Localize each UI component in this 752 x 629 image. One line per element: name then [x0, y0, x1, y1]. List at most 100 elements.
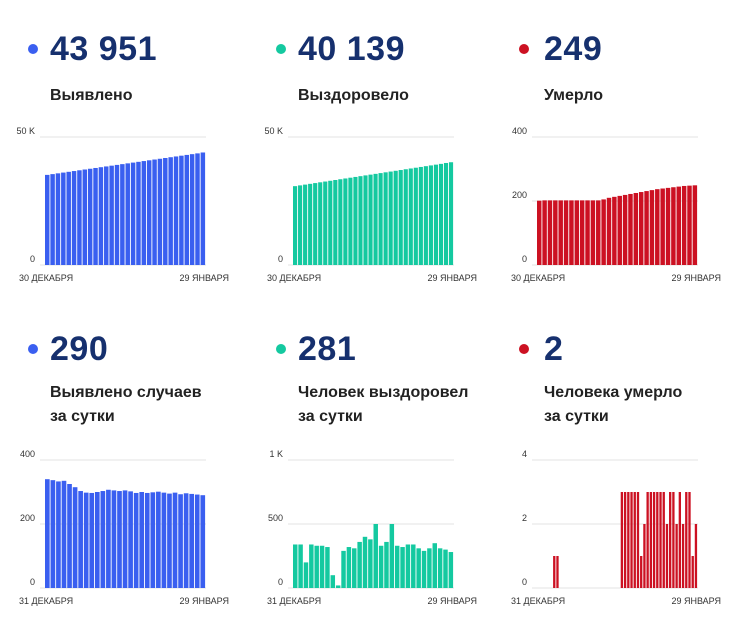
bar [61, 172, 66, 265]
bar [330, 575, 336, 588]
bar [383, 172, 388, 265]
y-tick-label: 0 [522, 577, 527, 587]
bar [553, 556, 556, 588]
bar [627, 492, 630, 588]
bar [45, 479, 50, 588]
bar [93, 167, 98, 265]
y-tick-label: 0 [278, 254, 283, 264]
bar [408, 168, 413, 265]
bar [308, 183, 313, 265]
bar [298, 185, 303, 265]
bar [678, 492, 681, 588]
bar [358, 176, 363, 265]
bar [688, 492, 691, 588]
daily-recovered-label: Человек выздоровел за сутки [298, 381, 468, 429]
bar [437, 548, 443, 588]
bar [612, 196, 617, 265]
daily-recovered-chart: 0 500 1 K 31 ДЕКАБРЯ 29 ЯНВАРЯ [267, 449, 477, 606]
bar [606, 197, 612, 265]
label-line: Человека умерло [544, 384, 683, 401]
total-confirmed-chart: 0 50 K 30 ДЕКАБРЯ 29 ЯНВАРЯ [16, 126, 229, 283]
y-tick-label: 0 [30, 577, 35, 587]
bar [553, 200, 558, 265]
bar [620, 492, 624, 588]
bar [352, 548, 357, 588]
label-line: за сутки [298, 408, 363, 425]
bar [685, 492, 688, 588]
bar [333, 180, 338, 265]
total-deaths-number: 249 [544, 30, 603, 68]
bar [443, 549, 448, 588]
bar [139, 492, 145, 588]
bar [343, 178, 348, 265]
y-tick-label: 400 [20, 449, 35, 459]
bar [596, 200, 601, 265]
bar [50, 174, 55, 265]
bar [640, 556, 643, 588]
bar [388, 171, 393, 265]
bar [146, 160, 152, 265]
panel-total-recovered: 40 139 Выздоровело 0 50 K 30 ДЕКАБРЯ 29 ЯНВ… [248, 0, 488, 300]
bar [67, 484, 72, 588]
bar [633, 193, 639, 265]
total-recovered-number: 40 139 [298, 30, 405, 68]
x-start-label: 31 ДЕКАБРЯ [267, 596, 321, 606]
bar [384, 541, 389, 588]
bar [323, 181, 328, 265]
bar [574, 200, 580, 265]
bar [335, 585, 341, 588]
bar [357, 541, 362, 588]
deaths-legend-dot [519, 44, 529, 54]
bar [643, 524, 646, 588]
daily-confirmed-number: 290 [50, 330, 109, 368]
bar [601, 199, 606, 265]
bar [373, 173, 378, 265]
bar [319, 545, 325, 588]
bar [156, 491, 161, 588]
bar [405, 544, 411, 588]
bar [56, 481, 61, 588]
bar [418, 166, 423, 265]
bar [394, 545, 400, 588]
total-confirmed-number: 43 951 [50, 30, 157, 68]
bar [109, 165, 114, 265]
bar [672, 492, 675, 588]
bar [537, 200, 542, 265]
bar [400, 547, 405, 588]
bar [649, 190, 655, 265]
bar [403, 169, 408, 265]
bar [636, 492, 640, 588]
x-start-label: 30 ДЕКАБРЯ [267, 273, 321, 283]
bar [161, 492, 167, 588]
panel-daily-recovered: 281 Человек выздоровел за сутки 0 500 1 K 3… [248, 318, 488, 618]
bar [328, 180, 333, 265]
bar [433, 164, 439, 265]
y-tick-label: 200 [20, 513, 35, 523]
bar [660, 188, 665, 265]
bar [659, 492, 662, 588]
bar [293, 544, 298, 588]
bar [649, 492, 653, 588]
bar [427, 548, 432, 588]
bar [652, 492, 656, 588]
bar [189, 154, 195, 265]
bar [325, 547, 330, 588]
bar [45, 174, 50, 265]
bar [633, 492, 636, 588]
y-tick-label: 500 [268, 513, 283, 523]
label-line: Выявлено [50, 87, 133, 104]
bar [378, 545, 384, 588]
label-line: за сутки [50, 408, 115, 425]
bar [133, 492, 139, 588]
bar [617, 195, 622, 265]
bar [669, 492, 672, 588]
bar [66, 171, 71, 265]
panel-total-confirmed: 43 951 Выявлено 0 50 K 30 ДЕКАБРЯ 29 ЯНВАРЯ [0, 0, 240, 300]
bar [200, 495, 206, 588]
bar [78, 491, 83, 588]
bar [373, 524, 378, 588]
bar [432, 543, 437, 588]
daily-deaths-chart: 0 2 4 31 ДЕКАБРЯ 29 ЯНВАРЯ [511, 449, 721, 606]
bar [413, 167, 418, 265]
bar [77, 170, 82, 265]
